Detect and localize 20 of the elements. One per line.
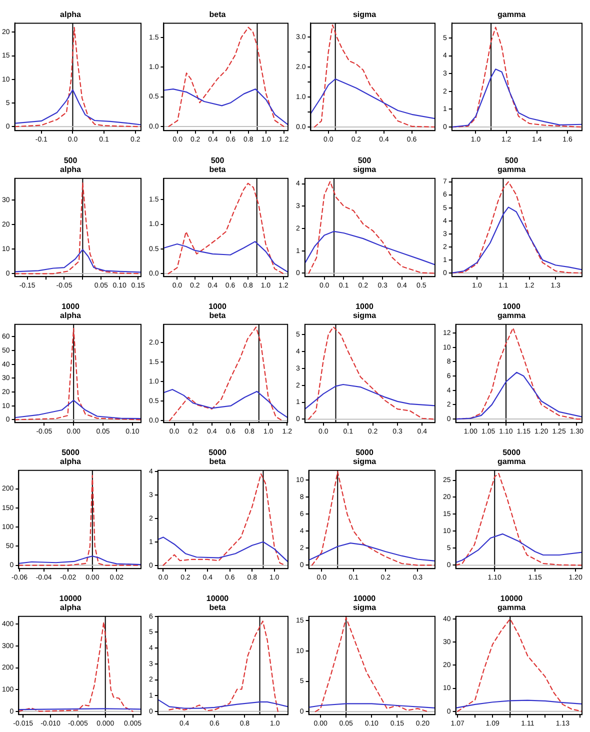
chart-title: 5000 sigma: [352, 448, 377, 466]
chart-title: 500 beta: [209, 156, 226, 174]
chart-title: 500 gamma: [497, 156, 526, 174]
chart-title: 10000 alpha: [59, 594, 82, 612]
chart-title: gamma: [497, 10, 526, 19]
chart-title: sigma: [352, 10, 377, 19]
chart-title: 5000 beta: [208, 448, 227, 466]
chart-title: 5000 alpha: [60, 448, 82, 466]
chart-title: alpha: [60, 10, 82, 19]
chart-title: 10000 sigma: [352, 594, 377, 612]
chart-title: 5000 gamma: [497, 448, 526, 466]
chart-title: 10000 gamma: [497, 594, 526, 612]
chart-title: 1000 alpha: [60, 302, 82, 320]
chart-title: beta: [209, 10, 226, 19]
chart-title: 500 sigma: [352, 156, 377, 174]
chart-title: 1000 sigma: [352, 302, 377, 320]
chart-title: 10000 beta: [206, 594, 230, 612]
chart-title: 500 alpha: [60, 156, 82, 174]
chart-title: 1000 beta: [208, 302, 227, 320]
chart-title: 1000 gamma: [497, 302, 526, 320]
